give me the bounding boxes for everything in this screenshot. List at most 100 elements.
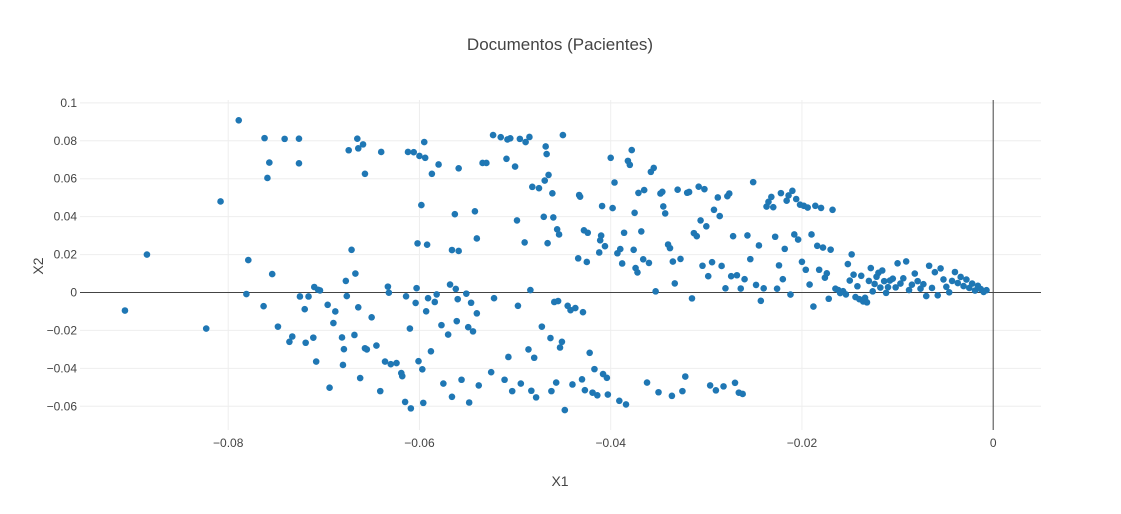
data-point[interactable] bbox=[710, 206, 718, 214]
data-point[interactable] bbox=[569, 381, 576, 388]
data-point[interactable] bbox=[352, 270, 359, 277]
data-point[interactable] bbox=[591, 365, 598, 373]
data-point[interactable] bbox=[310, 334, 317, 341]
data-point[interactable] bbox=[517, 380, 525, 387]
data-point[interactable] bbox=[618, 260, 626, 267]
data-point[interactable] bbox=[769, 203, 777, 211]
data-point[interactable] bbox=[794, 236, 802, 243]
data-point[interactable] bbox=[286, 338, 293, 346]
data-point[interactable] bbox=[559, 131, 567, 139]
data-point[interactable] bbox=[630, 246, 637, 254]
data-point[interactable] bbox=[685, 188, 693, 196]
data-point[interactable] bbox=[508, 387, 516, 395]
data-point[interactable] bbox=[556, 344, 564, 351]
data-point[interactable] bbox=[714, 194, 722, 201]
data-point[interactable] bbox=[506, 135, 514, 142]
data-point[interactable] bbox=[911, 270, 919, 277]
data-point[interactable] bbox=[561, 406, 569, 414]
data-point[interactable] bbox=[695, 183, 702, 190]
data-point[interactable] bbox=[863, 299, 871, 306]
data-point[interactable] bbox=[957, 273, 964, 281]
data-point[interactable] bbox=[857, 272, 865, 280]
data-point[interactable] bbox=[572, 304, 579, 312]
data-point[interactable] bbox=[332, 308, 339, 315]
data-point[interactable] bbox=[798, 258, 806, 266]
data-point[interactable] bbox=[937, 265, 944, 272]
data-point[interactable] bbox=[483, 159, 490, 167]
data-point[interactable] bbox=[677, 255, 684, 263]
data-point[interactable] bbox=[401, 398, 409, 406]
data-point[interactable] bbox=[555, 231, 563, 238]
data-point[interactable] bbox=[586, 349, 593, 357]
data-point[interactable] bbox=[900, 274, 907, 282]
data-point[interactable] bbox=[354, 145, 362, 152]
data-point[interactable] bbox=[697, 217, 704, 224]
data-point[interactable] bbox=[706, 382, 714, 389]
data-point[interactable] bbox=[514, 302, 522, 310]
data-point[interactable] bbox=[897, 280, 904, 287]
data-point[interactable] bbox=[844, 260, 852, 268]
data-point[interactable] bbox=[882, 289, 890, 297]
data-point[interactable] bbox=[812, 202, 819, 210]
data-point[interactable] bbox=[521, 239, 528, 246]
data-point[interactable] bbox=[604, 391, 612, 398]
data-point[interactable] bbox=[535, 184, 543, 192]
data-point[interactable] bbox=[473, 235, 481, 242]
data-point[interactable] bbox=[433, 291, 440, 298]
data-point[interactable] bbox=[490, 294, 498, 302]
data-point[interactable] bbox=[505, 353, 512, 361]
data-point[interactable] bbox=[819, 244, 827, 251]
data-point[interactable] bbox=[354, 135, 361, 142]
data-point[interactable] bbox=[576, 193, 584, 201]
data-point[interactable] bbox=[554, 297, 562, 305]
data-point[interactable] bbox=[931, 268, 939, 276]
data-point[interactable] bbox=[720, 383, 727, 390]
data-point[interactable] bbox=[202, 325, 210, 332]
data-point[interactable] bbox=[622, 401, 630, 408]
data-point[interactable] bbox=[427, 347, 435, 355]
data-point[interactable] bbox=[747, 255, 754, 263]
data-point[interactable] bbox=[302, 339, 309, 347]
data-point[interactable] bbox=[452, 285, 460, 293]
data-point[interactable] bbox=[463, 290, 470, 297]
data-point[interactable] bbox=[808, 231, 815, 238]
data-point[interactable] bbox=[768, 193, 775, 201]
data-point[interactable] bbox=[914, 277, 921, 285]
data-point[interactable] bbox=[527, 286, 534, 294]
data-point[interactable] bbox=[548, 387, 555, 395]
data-point[interactable] bbox=[540, 213, 548, 221]
data-point[interactable] bbox=[620, 229, 628, 237]
data-point[interactable] bbox=[385, 289, 393, 296]
data-point[interactable] bbox=[266, 159, 273, 166]
data-point[interactable] bbox=[854, 282, 861, 290]
data-point[interactable] bbox=[609, 204, 616, 212]
data-point[interactable] bbox=[342, 277, 350, 285]
data-point[interactable] bbox=[718, 262, 725, 270]
data-point[interactable] bbox=[339, 361, 347, 369]
data-point[interactable] bbox=[594, 391, 601, 399]
data-point[interactable] bbox=[693, 232, 701, 240]
data-point[interactable] bbox=[522, 138, 529, 146]
data-point[interactable] bbox=[419, 366, 426, 373]
data-point[interactable] bbox=[421, 154, 429, 162]
data-point[interactable] bbox=[416, 152, 423, 160]
data-point[interactable] bbox=[438, 321, 445, 329]
data-point[interactable] bbox=[688, 295, 696, 302]
data-point[interactable] bbox=[598, 202, 606, 210]
data-point[interactable] bbox=[387, 360, 395, 368]
data-point[interactable] bbox=[666, 244, 674, 252]
data-point[interactable] bbox=[777, 189, 785, 197]
data-point[interactable] bbox=[669, 258, 677, 265]
data-point[interactable] bbox=[373, 342, 380, 349]
data-point[interactable] bbox=[616, 245, 624, 253]
data-point[interactable] bbox=[850, 271, 857, 278]
data-point[interactable] bbox=[235, 116, 243, 124]
data-point[interactable] bbox=[343, 292, 351, 300]
data-point[interactable] bbox=[516, 135, 524, 143]
data-point[interactable] bbox=[356, 374, 364, 382]
data-point[interactable] bbox=[376, 387, 384, 395]
data-point[interactable] bbox=[501, 376, 508, 384]
data-point[interactable] bbox=[848, 251, 855, 258]
data-point[interactable] bbox=[377, 148, 385, 156]
data-point[interactable] bbox=[806, 281, 813, 288]
